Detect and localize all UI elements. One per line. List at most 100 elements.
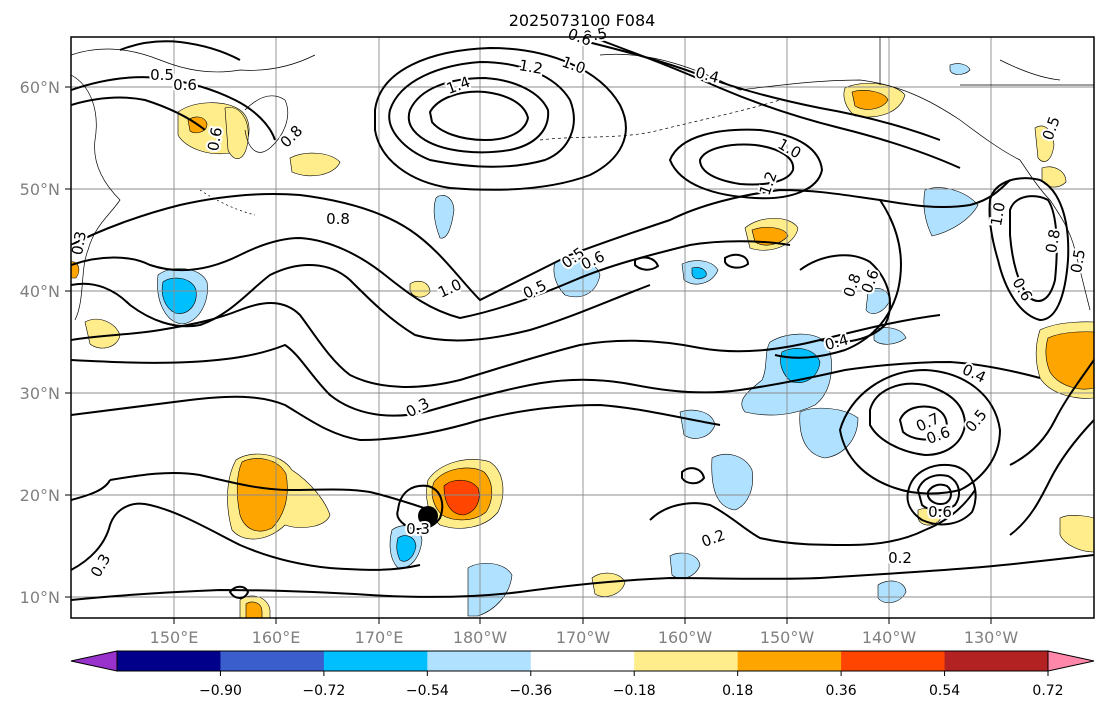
colorbar-label: −0.54: [406, 683, 449, 699]
contour-line: [916, 474, 961, 512]
contour-line: [668, 128, 824, 200]
lat-tick-label: 20°N: [20, 486, 60, 505]
lat-tick-label: 40°N: [20, 282, 60, 301]
contour-label: 0.2: [888, 549, 912, 567]
shade-gulf-orange: [851, 90, 889, 110]
colorbar-label: −0.72: [302, 683, 345, 699]
contour-line: [71, 264, 651, 342]
contour-line: [724, 253, 750, 269]
colorbar-segment: [841, 651, 946, 671]
contour-label: 0.6: [928, 503, 952, 521]
shade-storm-red: [443, 479, 480, 516]
shade-south-blue: [467, 562, 513, 617]
colorbar-segment: [323, 651, 428, 671]
contour-line: [649, 489, 976, 547]
contour-line: [71, 76, 276, 141]
shade-blue-small-3: [873, 327, 907, 345]
latitude-tick-labels: 60°N 50°N 40°N 30°N 20°N 10°N: [20, 78, 71, 607]
contour-line: [634, 256, 660, 271]
contour-line: [71, 502, 421, 571]
coastlines: [71, 37, 1094, 321]
lat-tick-label: 30°N: [20, 384, 60, 403]
figure-title: 2025073100 F084: [509, 11, 656, 30]
colorbar-segment: [427, 651, 532, 671]
contour-line: [799, 254, 891, 343]
coast-canada-border: [879, 37, 1094, 86]
shade-mid-orange: [751, 227, 789, 246]
shade-blue-small-1: [433, 195, 455, 239]
lat-tick-label: 60°N: [20, 78, 60, 97]
coast-kuril: [199, 189, 256, 216]
colorbar-label: −0.36: [509, 683, 552, 699]
contour-line: [71, 554, 1094, 601]
lon-tick-label: 170°W: [556, 628, 611, 647]
map-panel: 0.50.6 1.41.2 1.00.30.40.50.6 0.80.80.51.01…: [20, 22, 1095, 647]
lon-tick-label: 150°E: [150, 628, 199, 647]
contour-line: [599, 39, 961, 169]
shade-blue-ne-tiny: [949, 63, 971, 75]
contour-line: [1009, 359, 1094, 466]
contour-label: 0.8: [326, 210, 350, 228]
coast-asia: [71, 74, 121, 321]
contour-line: [71, 395, 721, 442]
contour-line: [428, 90, 530, 142]
lon-tick-label: 160°W: [658, 628, 713, 647]
lon-tick-label: 180°W: [453, 628, 508, 647]
shade-okhotsk-yellow: [224, 107, 249, 159]
colorbar-label: 0.36: [826, 683, 857, 699]
coast-north-asia: [71, 48, 316, 73]
colorbar-frame: [116, 650, 1049, 672]
contour-label: 0.3: [406, 520, 430, 538]
lon-tick-label: 130°W: [964, 628, 1019, 647]
shade-center-blue: [553, 258, 601, 298]
contour-line: [71, 96, 206, 131]
shade-south-yellow: [591, 572, 626, 597]
contour-line: [698, 143, 795, 186]
contour-line: [774, 199, 902, 359]
contour-line: [71, 302, 941, 388]
contour-line: [71, 236, 791, 320]
shade-ne-yellow: [1034, 125, 1055, 162]
contour-line: [681, 467, 706, 485]
contour-line: [71, 343, 1041, 417]
colorbar-segment: [530, 651, 635, 671]
lat-tick-label: 10°N: [20, 588, 60, 607]
colorbar-segment: [944, 651, 1049, 671]
longitude-tick-labels: 150°E 160°E 170°E 180°W 170°W 160°W 150°W 140°W…: [150, 618, 1019, 647]
contour-line: [988, 177, 1070, 322]
lat-tick-label: 50°N: [20, 180, 60, 199]
contour-lines: [71, 39, 1094, 601]
contour-line: [898, 405, 948, 441]
shade-blue-east: [923, 187, 979, 237]
shade-bottom-orange: [245, 601, 263, 618]
shade-east-orange: [1045, 331, 1094, 390]
colorbar-segment: [737, 651, 842, 671]
contour-label: 0.6: [173, 76, 197, 94]
contour-line: [927, 483, 952, 506]
colorbar-label: 0.72: [1032, 683, 1063, 699]
colorbar-label: 0.18: [722, 683, 753, 699]
colorbar-label: −0.18: [613, 683, 656, 699]
colorbar-segment: [220, 651, 325, 671]
shade-cyan-hawaii-north: [691, 267, 707, 280]
colorbar-extend-min: [70, 650, 118, 672]
colorbar-label: 0.54: [929, 683, 960, 699]
contour-line: [374, 46, 627, 191]
colorbar-extend-max: [1047, 650, 1095, 672]
contour-label: 0.5: [150, 66, 174, 84]
contour-line: [396, 484, 444, 531]
coast-aleutians: [539, 99, 781, 141]
contour-line: [906, 464, 977, 526]
contour-line: [119, 40, 241, 61]
coast-bc: [1019, 159, 1091, 311]
lon-tick-label: 170°E: [355, 628, 404, 647]
shade-se-yellow: [1059, 515, 1094, 553]
shade-aleutian-yellow: [289, 152, 341, 177]
colorbar-segment: [634, 651, 739, 671]
lon-tick-label: 160°E: [252, 628, 301, 647]
lon-tick-label: 140°W: [862, 628, 917, 647]
coast-kamchatka: [244, 95, 289, 153]
colorbar-segment: [117, 651, 221, 671]
contour-line: [1009, 195, 1058, 302]
